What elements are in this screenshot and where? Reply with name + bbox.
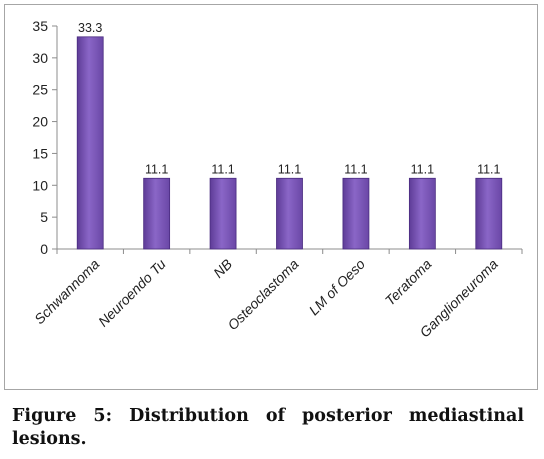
- chart-bars: 33.3 11.1 11.1 11.1 11.1 11.1 11.1: [76, 21, 503, 250]
- x-tick-label: Neuroendo Tu: [95, 256, 169, 330]
- bar-osteoclastoma: [276, 177, 303, 250]
- y-tick-label: 5: [40, 209, 48, 225]
- y-tick-label: 20: [32, 114, 48, 130]
- data-label: 11.1: [344, 162, 367, 176]
- x-tick-label: Osteoclastoma: [224, 256, 301, 333]
- data-label: 11.1: [278, 162, 301, 176]
- bar-nb: [209, 177, 237, 250]
- figure-caption: Figure 5: Distribution of posterior medi…: [12, 406, 524, 449]
- y-tick-label: 30: [32, 50, 48, 66]
- x-tick-label: Teratoma: [382, 256, 435, 309]
- bar-lm-of-oeso: [342, 177, 370, 250]
- data-label: 11.1: [145, 162, 168, 176]
- data-label: 11.1: [211, 162, 234, 176]
- bar-schwannoma: [76, 36, 104, 250]
- data-label: 11.1: [411, 162, 434, 176]
- data-label: 11.1: [477, 162, 500, 176]
- y-tick-label: 10: [32, 177, 48, 193]
- bar-ganglioneuroma: [475, 177, 503, 250]
- y-tick-label: 0: [40, 241, 48, 257]
- bar-neuroendo-tu: [143, 177, 171, 250]
- x-tick-label: LM of Oeso: [306, 256, 369, 319]
- y-tick-label: 25: [32, 82, 48, 98]
- data-label: 33.3: [78, 21, 102, 35]
- y-tick-label: 35: [32, 18, 48, 34]
- x-tick-label: Schwannoma: [31, 256, 102, 327]
- x-tick-label: NB: [210, 256, 235, 281]
- bar-teratoma: [408, 177, 436, 250]
- y-tick-label: 15: [32, 145, 48, 161]
